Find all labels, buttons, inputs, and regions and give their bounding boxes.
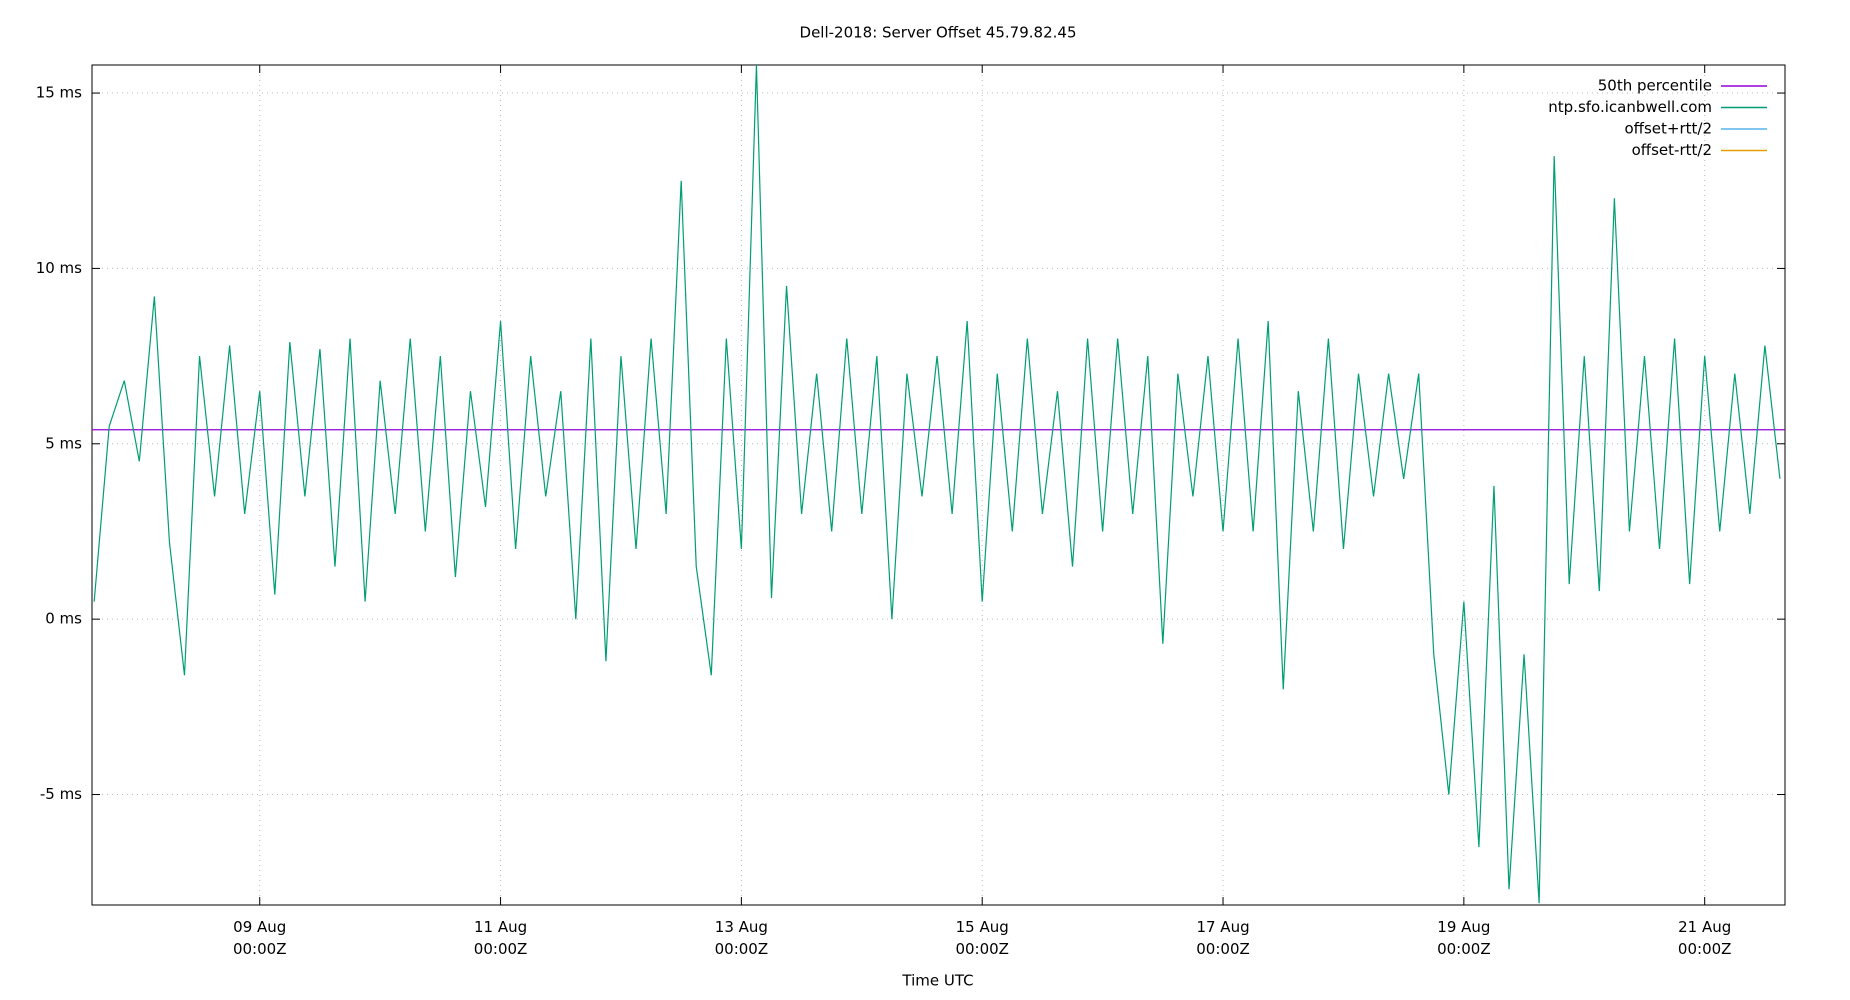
y-tick-label: -5 ms [40, 785, 82, 803]
x-tick-label: 13 Aug 00:00Z [715, 918, 769, 958]
series-line [93, 65, 1781, 904]
x-tick-label-line: 00:00Z [955, 940, 1009, 958]
legend-label: ntp.sfo.icanbwell.com [1548, 98, 1712, 116]
x-tick-label: 17 Aug 00:00Z [1196, 918, 1250, 958]
x-tick-label-line: 00:00Z [1437, 940, 1491, 958]
x-tick-label-line: 00:00Z [233, 940, 287, 958]
y-tick-label: 0 ms [45, 610, 82, 628]
legend-label: 50th percentile [1598, 77, 1712, 95]
x-tick-label-line: 09 Aug [233, 918, 286, 936]
x-tick-label-line: 17 Aug [1196, 918, 1249, 936]
chart-title: Dell-2018: Server Offset 45.79.82.45 [800, 24, 1077, 42]
x-tick-label-line: 15 Aug [956, 918, 1009, 936]
legend-label: offset-rtt/2 [1632, 141, 1712, 159]
y-tick-label: 15 ms [36, 84, 82, 102]
x-tick-label: 15 Aug 00:00Z [955, 918, 1009, 958]
x-tick-label-line: 00:00Z [474, 940, 528, 958]
x-tick-label-line: 21 Aug [1678, 918, 1731, 936]
x-tick-label: 19 Aug 00:00Z [1437, 918, 1491, 958]
x-tick-label-line: 19 Aug [1437, 918, 1490, 936]
x-axis-label: Time UTC [901, 972, 973, 990]
x-tick-label-line: 00:00Z [715, 940, 769, 958]
plot-frame [91, 64, 1786, 906]
x-tick-label-line: 13 Aug [715, 918, 768, 936]
y-tick-label: 5 ms [45, 434, 82, 452]
x-tick-label: 21 Aug 00:00Z [1678, 918, 1732, 958]
x-tick-label-line: 00:00Z [1196, 940, 1250, 958]
legend-label: offset+rtt/2 [1624, 120, 1712, 138]
x-tick-label: 11 Aug 00:00Z [474, 918, 528, 958]
x-tick-label-line: 11 Aug [474, 918, 527, 936]
x-tick-label: 09 Aug 00:00Z [233, 918, 287, 958]
y-tick-label: 10 ms [36, 259, 82, 277]
x-tick-label-line: 00:00Z [1678, 940, 1732, 958]
